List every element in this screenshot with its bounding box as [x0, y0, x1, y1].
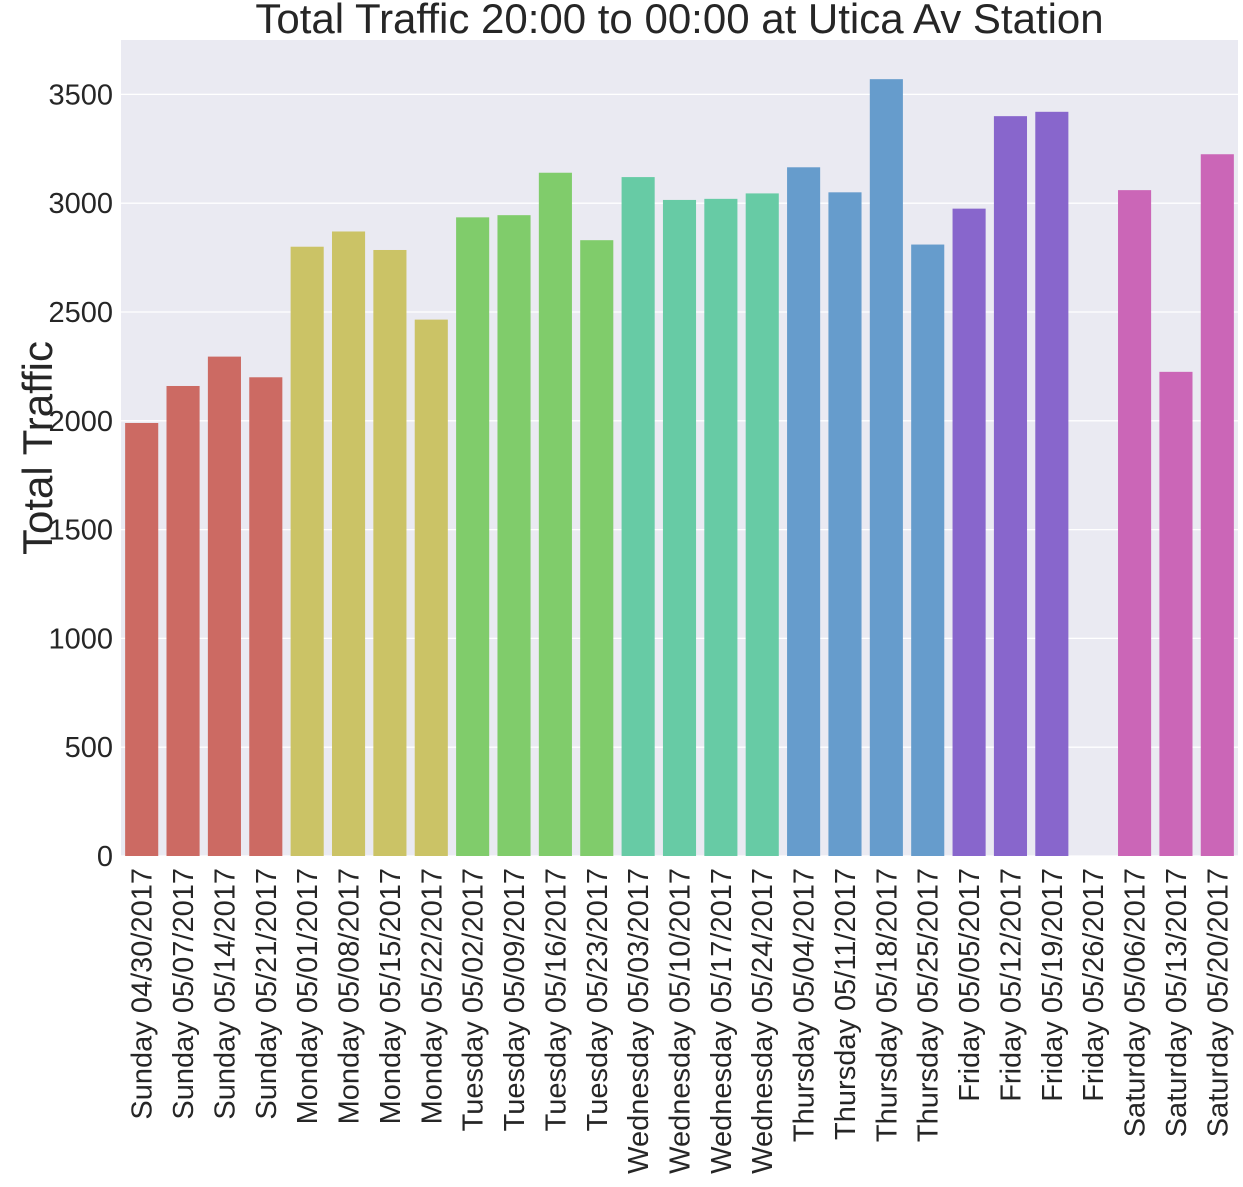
x-tick-label: Wednesday 05/03/2017 — [623, 868, 655, 1174]
bar — [662, 199, 697, 856]
bars — [125, 79, 1234, 857]
x-tick-label: Thursday 05/25/2017 — [913, 868, 945, 1142]
bar — [331, 231, 366, 856]
x-tick-label: Saturday 05/06/2017 — [1120, 868, 1152, 1137]
x-tick-label: Sunday 04/30/2017 — [127, 868, 159, 1120]
bar — [787, 167, 821, 856]
bar — [745, 193, 779, 856]
x-tick-label: Friday 05/26/2017 — [1078, 868, 1110, 1102]
y-tick-label: 1500 — [48, 515, 113, 547]
bar — [828, 192, 862, 856]
bar — [911, 244, 945, 856]
x-tick-label: Thursday 05/18/2017 — [871, 868, 903, 1142]
x-axis-ticks: Sunday 04/30/2017 Sunday 05/07/2017 Sunday… — [127, 868, 1235, 1174]
x-tick-label: Sunday 05/14/2017 — [209, 868, 241, 1120]
bar — [1200, 154, 1234, 857]
x-tick-label: Saturday 05/20/2017 — [1202, 868, 1234, 1137]
y-axis-label: Total Traffic — [14, 341, 61, 555]
x-tick-label: Monday 05/08/2017 — [334, 868, 366, 1124]
x-tick-label: Wednesday 05/24/2017 — [747, 868, 779, 1174]
x-tick-label: Tuesday 05/16/2017 — [540, 868, 572, 1131]
x-tick-label: Monday 05/01/2017 — [292, 868, 324, 1124]
bar — [580, 240, 614, 856]
x-tick-label: Friday 05/19/2017 — [1037, 868, 1069, 1102]
bar — [125, 422, 159, 856]
x-tick-label: Saturday 05/13/2017 — [1161, 868, 1193, 1137]
y-tick-label: 2500 — [48, 297, 113, 329]
x-tick-label: Monday 05/15/2017 — [375, 868, 407, 1124]
bar — [1159, 371, 1193, 856]
y-axis-ticks: 0 500 1000 1500 2000 2500 3000 3500 — [48, 79, 113, 873]
y-tick-label: 1000 — [48, 623, 113, 655]
y-tick-label: 2000 — [48, 406, 113, 438]
bar — [538, 172, 572, 857]
bar — [1035, 111, 1069, 857]
bar — [290, 246, 324, 857]
x-tick-label: Wednesday 05/10/2017 — [665, 868, 697, 1174]
bar — [952, 208, 986, 856]
x-tick-label: Sunday 05/21/2017 — [251, 868, 283, 1120]
bar — [166, 385, 200, 856]
y-tick-label: 500 — [65, 732, 113, 764]
bar — [704, 198, 738, 856]
bar — [373, 249, 407, 856]
bar — [869, 79, 903, 857]
x-tick-label: Wednesday 05/17/2017 — [706, 868, 738, 1174]
bar — [414, 319, 448, 857]
x-tick-label: Tuesday 05/02/2017 — [458, 868, 490, 1131]
x-tick-label: Friday 05/05/2017 — [954, 868, 986, 1102]
x-tick-label: Tuesday 05/09/2017 — [499, 868, 531, 1131]
x-tick-label: Friday 05/12/2017 — [995, 868, 1027, 1102]
bar — [207, 356, 241, 856]
y-tick-label: 3000 — [48, 188, 113, 220]
x-tick-label: Thursday 05/04/2017 — [789, 868, 821, 1142]
chart-title: Total Traffic 20:00 to 00:00 at Utica Av… — [255, 0, 1103, 42]
bar — [249, 377, 283, 856]
bar — [993, 116, 1028, 856]
x-tick-label: Thursday 05/11/2017 — [830, 868, 862, 1140]
y-tick-label: 0 — [97, 841, 113, 873]
bar — [456, 217, 490, 856]
x-tick-label: Sunday 05/07/2017 — [168, 868, 200, 1120]
bar — [497, 215, 531, 857]
x-tick-label: Tuesday 05/23/2017 — [582, 868, 614, 1131]
x-tick-label: Monday 05/22/2017 — [416, 868, 448, 1124]
bar — [621, 177, 655, 856]
bar — [1118, 190, 1152, 857]
y-tick-label: 3500 — [48, 79, 113, 111]
